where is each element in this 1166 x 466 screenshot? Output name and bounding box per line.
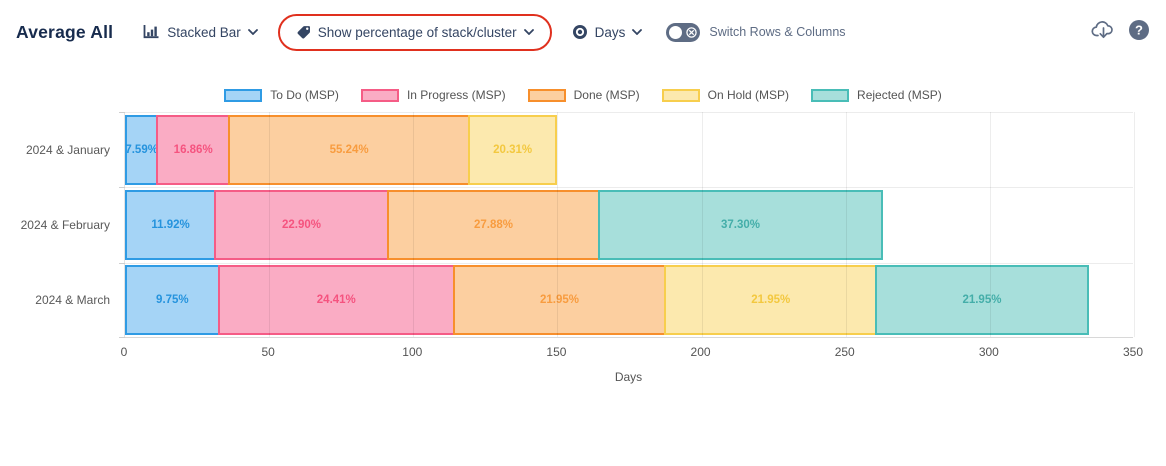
unit-label: Days <box>594 24 626 40</box>
legend-item[interactable]: To Do (MSP) <box>224 88 339 102</box>
bar-segment[interactable]: 37.30% <box>597 189 883 261</box>
legend-label: Done (MSP) <box>573 88 640 102</box>
legend-swatch <box>527 88 566 102</box>
x-tick-label: 300 <box>978 345 999 359</box>
segment-value-label: 21.95% <box>962 294 1002 307</box>
segment-value-label: 16.86% <box>173 143 213 156</box>
unit-dropdown[interactable]: Days <box>572 24 643 40</box>
x-axis-labels: 0 50 100 150 200 250 300 350 <box>120 345 1143 361</box>
band-separator <box>125 187 1133 188</box>
segment-value-label: 37.30% <box>720 218 760 231</box>
legend-label: To Do (MSP) <box>270 88 339 102</box>
band-separator <box>125 112 1133 113</box>
chevron-down-icon <box>523 29 534 35</box>
toggle-knob <box>669 25 683 39</box>
bar-chart-icon <box>143 24 160 40</box>
percent-mode-dropdown[interactable]: Show percentage of stack/cluster <box>296 25 534 40</box>
legend-label: In Progress (MSP) <box>406 88 506 102</box>
gridline <box>1134 112 1135 337</box>
target-icon <box>572 24 588 40</box>
y-axis-tick <box>119 187 125 188</box>
bar-segment[interactable]: 9.75% <box>125 265 220 336</box>
bar-segment[interactable]: 21.95% <box>875 265 1089 336</box>
switch-rows-columns-toggle[interactable] <box>666 22 701 42</box>
toolbar: Average All Stacked Bar Show percentage … <box>0 0 1166 64</box>
legend-swatch <box>224 88 263 102</box>
cloud-download-icon[interactable] <box>1091 19 1116 45</box>
x-tick-label: 0 <box>120 345 128 359</box>
x-tick-label: 150 <box>546 345 567 359</box>
percent-mode-label: Show percentage of stack/cluster <box>317 24 517 40</box>
legend-item[interactable]: In Progress (MSP) <box>360 88 506 102</box>
x-axis-title: Days <box>614 370 643 384</box>
y-axis-tick <box>119 263 125 264</box>
segment-value-label: 55.24% <box>329 143 369 156</box>
x-tick-label: 250 <box>834 345 855 359</box>
legend-label: Rejected (MSP) <box>857 88 942 102</box>
plot-area: 7.59% 16.86% 55.24% 20.31% 11.92% 22.90% 27.88… <box>119 112 1135 338</box>
chevron-down-icon <box>632 29 643 35</box>
segment-value-label: 11.92% <box>151 218 190 231</box>
segment-value-label: 21.95% <box>751 294 791 307</box>
chevron-down-icon <box>247 29 258 35</box>
chart-type-label: Stacked Bar <box>167 24 241 40</box>
legend-item[interactable]: Done (MSP) <box>527 88 640 102</box>
legend-swatch <box>360 88 399 102</box>
chart-type-dropdown[interactable]: Stacked Bar <box>143 24 258 40</box>
segment-value-label: 27.88% <box>473 218 513 231</box>
bar-segment[interactable]: 24.41% <box>217 265 455 336</box>
bar-segment[interactable]: 20.31% <box>468 114 558 185</box>
band-separator <box>125 263 1133 264</box>
y-axis-tick <box>119 112 125 113</box>
chart-area: To Do (MSP) In Progress (MSP) Done (MSP) On… <box>0 64 1166 466</box>
row-label: 2024 & January <box>25 142 110 157</box>
switch-rows-columns-control: Switch Rows & Columns <box>666 22 846 42</box>
help-icon[interactable]: ? <box>1128 19 1150 46</box>
chart-legend: To Do (MSP) In Progress (MSP) Done (MSP) On… <box>0 88 1166 102</box>
bar-segment[interactable]: 22.90% <box>214 189 389 261</box>
segment-value-label: 7.59% <box>125 143 158 156</box>
row-label: 2024 & February <box>20 218 110 232</box>
legend-item[interactable]: On Hold (MSP) <box>661 88 790 102</box>
x-tick-label: 50 <box>261 345 275 359</box>
bar-segment[interactable]: 16.86% <box>156 114 231 185</box>
segment-value-label: 22.90% <box>282 218 322 231</box>
bar-segment[interactable]: 21.95% <box>452 265 667 336</box>
segment-value-label: 9.75% <box>156 294 189 307</box>
legend-swatch <box>661 88 700 102</box>
svg-text:?: ? <box>1135 22 1143 37</box>
bar-segment[interactable]: 21.95% <box>664 265 878 336</box>
bar-row: 9.75% 24.41% 21.95% 21.95% 21.95% <box>125 265 1089 336</box>
bar-segment[interactable]: 27.88% <box>387 189 600 261</box>
legend-swatch <box>811 88 850 102</box>
legend-item[interactable]: Rejected (MSP) <box>811 88 942 102</box>
tag-icon <box>296 25 311 40</box>
bar-segment[interactable]: 55.24% <box>228 114 471 185</box>
row-label: 2024 & March <box>35 293 110 308</box>
x-tick-label: 200 <box>690 345 711 359</box>
x-tick-label: 100 <box>402 345 423 359</box>
legend-label: On Hold (MSP) <box>707 88 790 102</box>
annotation-highlight: Show percentage of stack/cluster <box>277 13 552 51</box>
y-axis-labels: 2024 & January 2024 & February 2024 & Marc… <box>0 112 117 338</box>
header-actions: ? <box>1091 19 1150 46</box>
bar-segment[interactable]: 7.59% <box>125 114 159 185</box>
segment-value-label: 21.95% <box>539 294 579 307</box>
x-tick-label: 350 <box>1122 345 1144 359</box>
bar-row: 7.59% 16.86% 55.24% 20.31% <box>125 114 558 185</box>
bar-row: 11.92% 22.90% 27.88% 37.30% <box>125 189 883 261</box>
bar-segment[interactable]: 11.92% <box>125 189 217 261</box>
segment-value-label: 24.41% <box>316 294 356 307</box>
segment-value-label: 20.31% <box>493 143 533 156</box>
y-axis-tick <box>119 337 125 338</box>
switch-rows-columns-label: Switch Rows & Columns <box>709 25 846 39</box>
page-title: Average All <box>16 21 114 42</box>
toggle-x-icon <box>686 26 697 38</box>
